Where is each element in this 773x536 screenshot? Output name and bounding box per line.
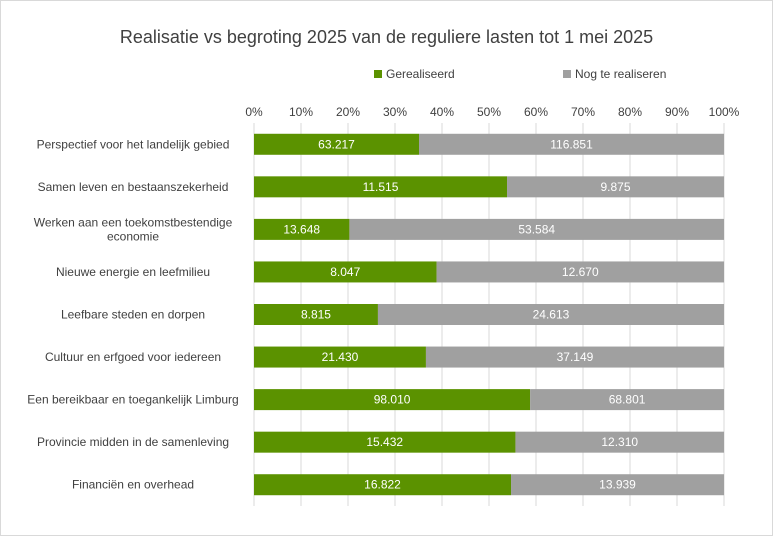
- bar-nog-te-realiseren-werken-aan-een-toekomstbestendige-economie: [349, 218, 724, 240]
- bar-gerealiseerd-provincie-midden-in-de-samenleving: [254, 431, 516, 453]
- data-label-nog-te-realiseren-provincie-midden-in-de-samenleving: 12.310: [601, 435, 638, 449]
- bar-nog-te-realiseren-provincie-midden-in-de-samenleving: [515, 431, 724, 453]
- bar-nog-te-realiseren-samen-leven-en-bestaanszekerheid: [507, 176, 724, 198]
- x-tick-label-4: 40%: [430, 105, 454, 119]
- x-tick-label-3: 30%: [383, 105, 407, 119]
- category-label-een-bereikbaar-en-toegankelijk-limburg: Een bereikbaar en toegankelijk Limburg: [27, 393, 238, 407]
- bar-nog-te-realiseren-een-bereikbaar-en-toegankelijk-limburg: [530, 389, 724, 411]
- bar-gerealiseerd-werken-aan-een-toekomstbestendige-economie: [254, 218, 350, 240]
- data-label-nog-te-realiseren-perspectief-voor-het-landelijk-gebied: 116.851: [550, 137, 593, 151]
- legend-label-nog-te-realiseren: Nog te realiseren: [575, 67, 667, 81]
- x-tick-label-2: 20%: [336, 105, 360, 119]
- data-label-nog-te-realiseren-samen-leven-en-bestaanszekerheid: 9.875: [600, 180, 630, 194]
- legend-item-nog-te-realiseren: Nog te realiseren: [563, 67, 666, 81]
- data-label-nog-te-realiseren-nieuwe-energie-en-leefmilieu: 12.670: [562, 265, 599, 279]
- bar-gerealiseerd-leefbare-steden-en-dorpen: [254, 304, 378, 325]
- bar-gerealiseerd-perspectief-voor-het-landelijk-gebied: [254, 133, 420, 155]
- legend-item-gerealiseerd: Gerealiseerd: [374, 67, 455, 81]
- bar-gerealiseerd-cultuur-en-erfgoed-voor-iedereen: [254, 346, 426, 368]
- category-label-provincie-midden-in-de-samenleving: Provincie midden in de samenleving: [37, 435, 229, 449]
- category-label-werken-aan-een-toekomstbestendige-economie: Werken aan een toekomstbestendige economi…: [34, 215, 233, 243]
- data-label-gerealiseerd-perspectief-voor-het-landelijk-gebied: 63.217: [318, 137, 355, 151]
- data-label-nog-te-realiseren-cultuur-en-erfgoed-voor-iedereen: 37.149: [557, 350, 594, 364]
- category-label-nieuwe-energie-en-leefmilieu: Nieuwe energie en leefmilieu: [56, 265, 210, 279]
- category-label-samen-leven-en-bestaanszekerheid: Samen leven en bestaanszekerheid: [38, 180, 229, 194]
- legend-swatch-gerealiseerd: [374, 70, 382, 78]
- x-tick-label-0: 0%: [245, 105, 263, 119]
- bar-gerealiseerd-financien-en-overhead: [254, 474, 512, 496]
- bar-gerealiseerd-een-bereikbaar-en-toegankelijk-limburg: [254, 389, 531, 411]
- data-label-gerealiseerd-cultuur-en-erfgoed-voor-iedereen: 21.430: [322, 350, 359, 364]
- x-tick-label-8: 80%: [618, 105, 642, 119]
- data-label-nog-te-realiseren-financien-en-overhead: 13.939: [599, 478, 636, 492]
- x-tick-label-5: 50%: [477, 105, 501, 119]
- x-tick-label-1: 10%: [289, 105, 313, 119]
- data-label-gerealiseerd-werken-aan-een-toekomstbestendige-economie: 13.648: [283, 222, 320, 236]
- data-label-gerealiseerd-een-bereikbaar-en-toegankelijk-limburg: 98.010: [374, 393, 411, 407]
- bar-nog-te-realiseren-nieuwe-energie-en-leefmilieu: [436, 261, 724, 283]
- category-label-financien-en-overhead: Financiën en overhead: [72, 478, 194, 492]
- x-tick-label-10: 100%: [709, 105, 740, 119]
- category-label-perspectief-voor-het-landelijk-gebied: Perspectief voor het landelijk gebied: [37, 137, 230, 151]
- data-label-gerealiseerd-financien-en-overhead: 16.822: [364, 478, 401, 492]
- bar-nog-te-realiseren-perspectief-voor-het-landelijk-gebied: [419, 133, 724, 155]
- legend: Gerealiseerd Nog te realiseren: [0, 67, 773, 83]
- x-tick-label-6: 60%: [524, 105, 548, 119]
- bar-nog-te-realiseren-leefbare-steden-en-dorpen: [377, 304, 724, 325]
- category-label-line-0: Werken aan een toekomstbestendige: [34, 215, 233, 229]
- bar-gerealiseerd-nieuwe-energie-en-leefmilieu: [254, 261, 437, 283]
- data-label-nog-te-realiseren-een-bereikbaar-en-toegankelijk-limburg: 68.801: [609, 393, 646, 407]
- chart-title: Realisatie vs begroting 2025 van de regu…: [119, 27, 654, 47]
- category-label-leefbare-steden-en-dorpen: Leefbare steden en dorpen: [61, 308, 205, 322]
- data-label-nog-te-realiseren-werken-aan-een-toekomstbestendige-economie: 53.584: [518, 222, 555, 236]
- legend-label-gerealiseerd: Gerealiseerd: [386, 67, 455, 81]
- bar-gerealiseerd-samen-leven-en-bestaanszekerheid: [254, 176, 508, 198]
- category-label-cultuur-en-erfgoed-voor-iedereen: Cultuur en erfgoed voor iedereen: [45, 350, 221, 364]
- data-label-gerealiseerd-samen-leven-en-bestaanszekerheid: 11.515: [363, 180, 399, 194]
- x-tick-label-7: 70%: [571, 105, 595, 119]
- x-tick-label-9: 90%: [665, 105, 689, 119]
- category-label-line-1: economie: [107, 229, 159, 243]
- legend-swatch-nog-te-realiseren: [563, 70, 571, 78]
- data-label-gerealiseerd-leefbare-steden-en-dorpen: 8.815: [301, 308, 331, 322]
- bar-nog-te-realiseren-financien-en-overhead: [511, 474, 724, 496]
- data-label-nog-te-realiseren-leefbare-steden-en-dorpen: 24.613: [533, 308, 570, 322]
- data-label-gerealiseerd-provincie-midden-in-de-samenleving: 15.432: [366, 435, 403, 449]
- bar-nog-te-realiseren-cultuur-en-erfgoed-voor-iedereen: [425, 346, 724, 368]
- data-label-gerealiseerd-nieuwe-energie-en-leefmilieu: 8.047: [330, 265, 360, 279]
